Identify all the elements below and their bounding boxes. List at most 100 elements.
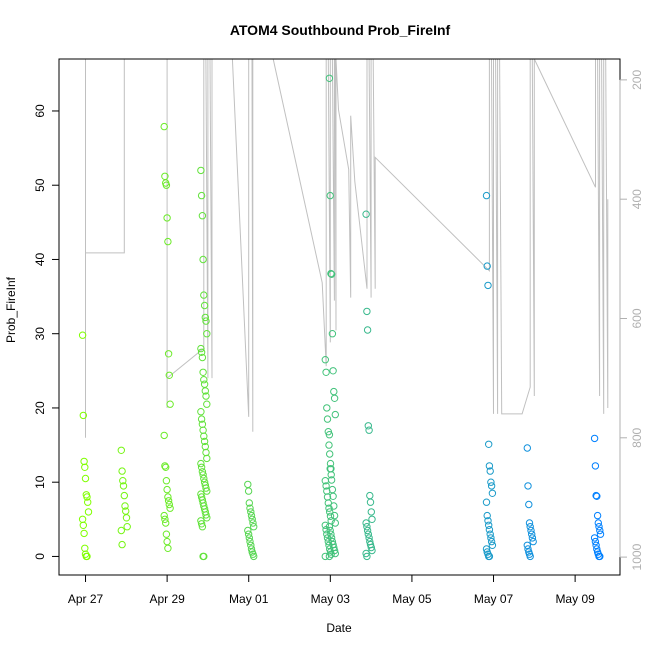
data-point	[166, 400, 174, 408]
x-tick-label: Apr 27	[68, 592, 104, 606]
data-point	[197, 348, 206, 356]
data-point	[362, 549, 370, 558]
data-point	[165, 371, 174, 379]
data-point	[327, 269, 335, 278]
data-point	[485, 521, 493, 529]
x-tick-label: May 01	[229, 592, 269, 606]
data-point	[200, 552, 208, 561]
data-point	[329, 367, 337, 375]
data-point	[122, 514, 131, 522]
data-point	[200, 376, 208, 384]
data-point	[326, 459, 335, 468]
data-point	[527, 526, 535, 535]
data-point	[123, 523, 131, 531]
data-point	[247, 541, 255, 549]
data-point	[593, 492, 601, 500]
data-point	[162, 530, 171, 538]
data-point	[487, 537, 496, 546]
data-point	[327, 465, 335, 473]
data-point	[525, 519, 534, 527]
data-point	[201, 313, 210, 322]
data-point	[117, 526, 126, 535]
data-point	[330, 511, 339, 520]
data-point	[364, 422, 372, 430]
data-point	[591, 537, 600, 546]
right-tick-label: 200	[630, 70, 644, 90]
data-point	[321, 521, 329, 529]
data-point	[327, 270, 336, 278]
data-point	[330, 387, 338, 396]
data-point	[526, 552, 534, 561]
data-point	[244, 487, 253, 495]
x-tick-label: May 09	[555, 592, 595, 606]
data-point	[367, 543, 375, 552]
data-point	[197, 463, 206, 471]
data-point	[83, 493, 91, 501]
data-point	[199, 471, 207, 479]
data-point	[327, 534, 336, 542]
y-tick-label: 40	[33, 252, 47, 266]
data-point	[596, 526, 604, 535]
x-axis: Apr 27 Apr 29 May 01 May 03 May 05 May 07 May …	[68, 574, 595, 606]
data-point	[198, 523, 207, 531]
line-series	[85, 58, 609, 438]
data-point	[326, 526, 334, 535]
data-point	[366, 498, 375, 506]
data-point	[164, 544, 172, 552]
data-point	[250, 523, 258, 531]
data-point	[528, 534, 537, 542]
data-point	[595, 523, 603, 531]
data-point	[330, 502, 338, 510]
right-tick-label: 800	[630, 427, 644, 447]
data-point	[329, 492, 337, 500]
data-point	[321, 552, 329, 561]
data-point	[321, 356, 329, 364]
data-point	[367, 508, 375, 516]
data-point	[160, 511, 168, 520]
data-point	[164, 237, 172, 246]
data-point	[203, 514, 211, 522]
data-point	[248, 515, 256, 523]
data-point	[483, 511, 491, 520]
data-point	[164, 493, 172, 501]
data-point	[202, 448, 210, 457]
plot-frame	[58, 58, 621, 576]
data-point	[593, 545, 601, 553]
data-point	[485, 462, 494, 470]
data-point	[84, 498, 92, 506]
data-point	[365, 534, 373, 542]
data-point	[245, 534, 254, 542]
data-point	[81, 474, 90, 483]
data-point	[325, 74, 334, 83]
data-point	[325, 441, 333, 449]
data-point	[246, 537, 254, 546]
data-point	[83, 552, 91, 561]
data-point	[482, 191, 491, 200]
data-point	[331, 519, 339, 527]
data-point	[322, 368, 330, 376]
data-point	[590, 534, 599, 542]
x-axis-label: Date	[326, 621, 352, 635]
data-point	[165, 500, 174, 509]
data-point	[203, 454, 211, 463]
data-point	[244, 530, 253, 538]
data-point	[162, 181, 171, 189]
data-point	[591, 462, 600, 470]
data-point	[163, 537, 171, 546]
data-point	[117, 446, 126, 454]
data-point	[483, 262, 491, 270]
data-point	[203, 330, 211, 338]
data-point	[363, 552, 371, 561]
data-point	[164, 350, 173, 358]
data-point	[249, 519, 257, 527]
data-point	[203, 400, 211, 408]
data-point	[326, 512, 335, 520]
data-point	[202, 392, 210, 400]
data-point	[197, 344, 205, 353]
y-tick-label: 0	[33, 553, 47, 560]
data-point	[482, 498, 491, 506]
data-point	[526, 523, 534, 531]
data-point	[244, 480, 252, 489]
data-point	[197, 415, 206, 423]
